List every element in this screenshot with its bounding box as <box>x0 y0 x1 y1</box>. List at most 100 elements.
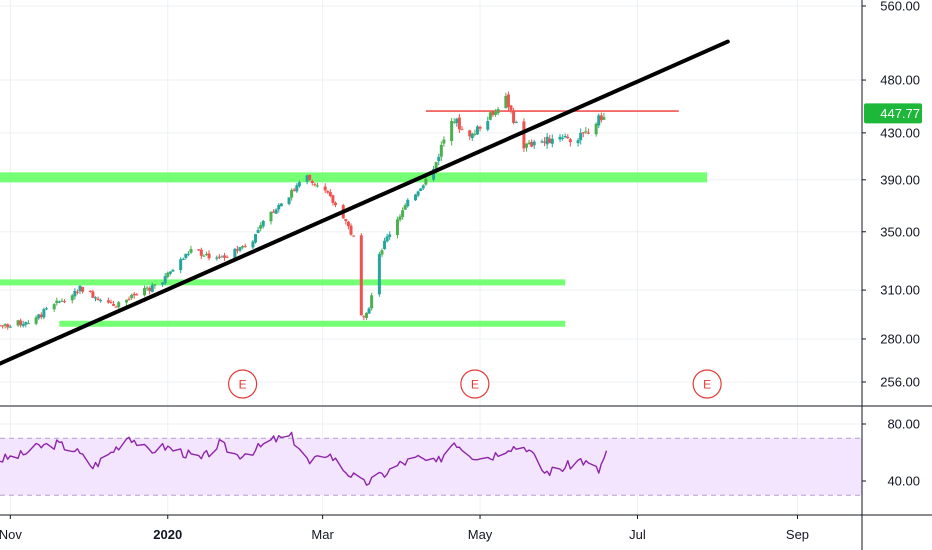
candle-body <box>594 123 598 135</box>
candle-body <box>39 314 43 318</box>
candle-body <box>416 191 420 196</box>
candle-body <box>171 269 175 272</box>
candle-body <box>331 195 335 203</box>
candle-body <box>279 203 283 207</box>
candle-body <box>287 197 291 204</box>
candle-body <box>540 141 544 143</box>
candle-body <box>377 254 381 295</box>
time-axis-label: Nov <box>0 527 22 542</box>
candle-body <box>527 142 531 145</box>
candle-body <box>305 175 309 182</box>
price-axis-label: 480.00 <box>880 73 920 88</box>
candle-body <box>395 219 399 235</box>
candle-body <box>233 248 237 258</box>
candle-body <box>403 205 407 210</box>
time-axis-label: Sep <box>786 527 809 542</box>
candle-body <box>401 210 405 217</box>
candle-body <box>563 136 567 138</box>
time-axis-label: 2020 <box>153 527 182 542</box>
candle-body <box>545 136 549 145</box>
candle-body <box>561 137 565 139</box>
indicator-line <box>0 431 608 486</box>
candle-body <box>346 221 350 227</box>
price-axis-label: 256.00 <box>880 375 920 390</box>
candle-body <box>168 271 172 274</box>
candle-body <box>91 291 95 298</box>
candle-body <box>153 284 157 286</box>
candle-body <box>42 309 46 318</box>
candle-body <box>274 209 278 214</box>
candle-body <box>414 194 418 201</box>
candle-body <box>566 136 570 139</box>
candle-body <box>362 316 366 318</box>
candle-body <box>473 133 477 135</box>
candle-body <box>308 174 312 180</box>
candle-body <box>179 259 183 271</box>
price-axis-label: 350.00 <box>880 224 920 239</box>
candle-body <box>323 186 327 191</box>
candle-body <box>0 325 2 327</box>
candle-body <box>584 131 588 133</box>
candle-body <box>406 199 410 207</box>
candle-body <box>313 184 317 186</box>
candle-body <box>75 291 79 293</box>
candle-body <box>81 286 85 292</box>
candle-body <box>37 314 41 319</box>
candle-body <box>328 192 332 197</box>
candle-body <box>367 308 371 314</box>
candle-body <box>558 136 562 140</box>
candle-body <box>135 294 139 296</box>
candle-body <box>452 121 456 123</box>
candle-body <box>148 287 152 291</box>
indicator-axis-label: 80.00 <box>887 417 920 432</box>
candle-body <box>491 111 495 116</box>
candle-body <box>344 219 348 222</box>
candle-body <box>419 188 423 191</box>
candle-body <box>150 285 154 292</box>
candle-body <box>184 253 188 258</box>
candle-body <box>364 312 368 318</box>
candle-body <box>3 324 7 326</box>
candle-body <box>16 320 20 326</box>
candle-body <box>93 297 97 299</box>
candle-body <box>272 211 276 213</box>
candle-body <box>241 246 245 248</box>
earnings-label: E <box>703 378 711 392</box>
price-axis-label: 390.00 <box>880 172 920 187</box>
candle-body <box>290 190 294 198</box>
candle-body <box>297 182 301 187</box>
earnings-marker <box>460 369 490 399</box>
candle-body <box>88 290 92 292</box>
candle-body <box>204 254 208 256</box>
candle-body <box>34 317 38 324</box>
candle-body <box>186 253 190 255</box>
candle-body <box>450 121 454 142</box>
candle-body <box>597 115 601 126</box>
earnings-label: E <box>239 378 247 392</box>
price-axis-label: 310.00 <box>880 283 920 298</box>
time-axis-label: Mar <box>311 527 334 542</box>
candle-body <box>352 235 356 237</box>
candle-body <box>261 220 265 227</box>
candle-body <box>225 256 229 258</box>
candle-body <box>55 300 59 304</box>
candle-body <box>424 178 428 185</box>
candle-body <box>199 249 203 256</box>
candle-body <box>599 115 603 121</box>
candle-body <box>359 235 363 316</box>
candle-body <box>468 130 472 137</box>
trendline-layer <box>0 39 730 366</box>
last-price-label: 447.77 <box>880 106 920 121</box>
candle-body <box>238 247 242 251</box>
candle-body <box>310 181 314 184</box>
candle-body <box>532 141 536 146</box>
candle-body <box>60 300 64 302</box>
candle-body <box>112 303 116 306</box>
candle-body <box>488 112 492 120</box>
candle-body <box>21 324 25 327</box>
candle-body <box>388 234 392 237</box>
earnings-label: E <box>471 378 479 392</box>
candle-body <box>124 299 128 303</box>
